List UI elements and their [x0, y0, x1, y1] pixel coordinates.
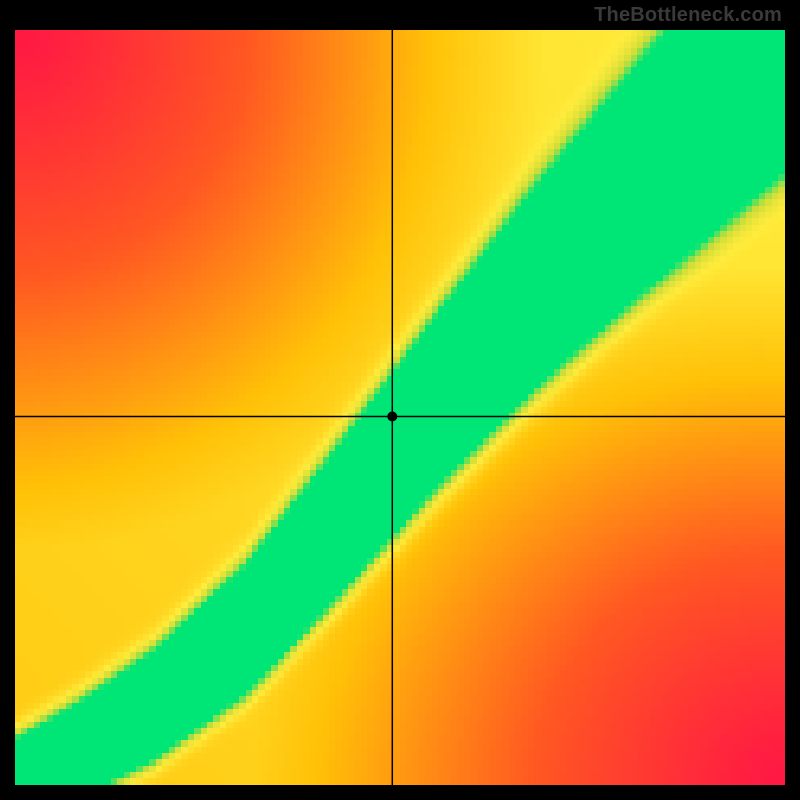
bottleneck-heatmap — [15, 30, 785, 785]
plot-area — [15, 30, 785, 785]
chart-container: TheBottleneck.com — [0, 0, 800, 800]
watermark-text: TheBottleneck.com — [594, 4, 782, 27]
